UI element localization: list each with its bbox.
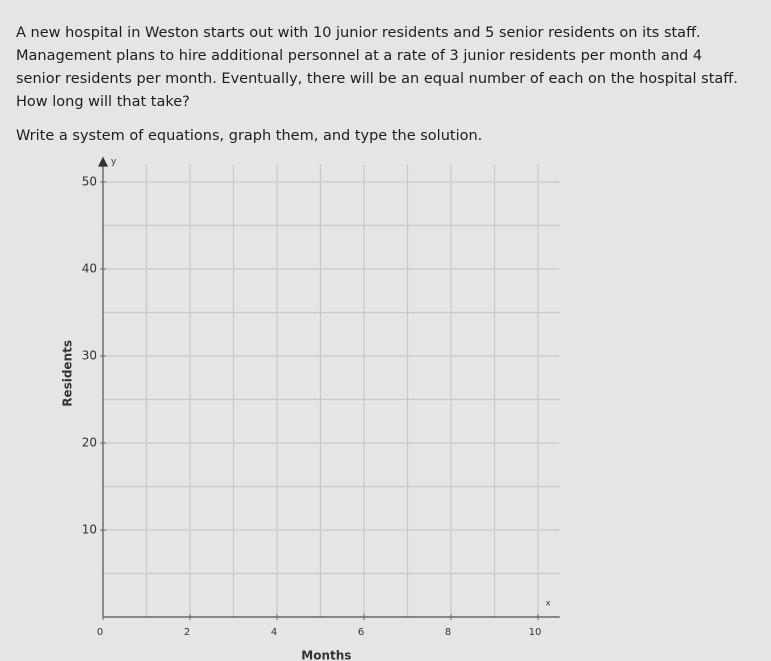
y-tick-label: 20 bbox=[82, 436, 97, 450]
x-tick-label: 4 bbox=[271, 627, 277, 638]
x-tick-label: 2 bbox=[184, 627, 190, 638]
problem-text: A new hospital in Weston starts out with… bbox=[16, 25, 738, 110]
y-tick-label: 50 bbox=[82, 175, 97, 189]
x-tick-label: 10 bbox=[529, 627, 542, 638]
y-tick-label: 40 bbox=[82, 262, 97, 276]
instruction-text: Write a system of equations, graph them,… bbox=[16, 128, 483, 144]
x-axis-name: x bbox=[546, 599, 551, 608]
x-tick-label: 6 bbox=[358, 627, 364, 638]
y-tick-label: 30 bbox=[82, 349, 97, 363]
x-tick-label: 8 bbox=[445, 627, 451, 638]
y-axis-label: Residents bbox=[61, 340, 75, 407]
x-axis-label: Months bbox=[301, 649, 351, 661]
y-tick-label: 10 bbox=[82, 523, 97, 537]
x-tick-label: 0 bbox=[97, 627, 103, 638]
y-axis-name: y bbox=[111, 157, 117, 167]
y-axis-arrow bbox=[98, 156, 108, 167]
